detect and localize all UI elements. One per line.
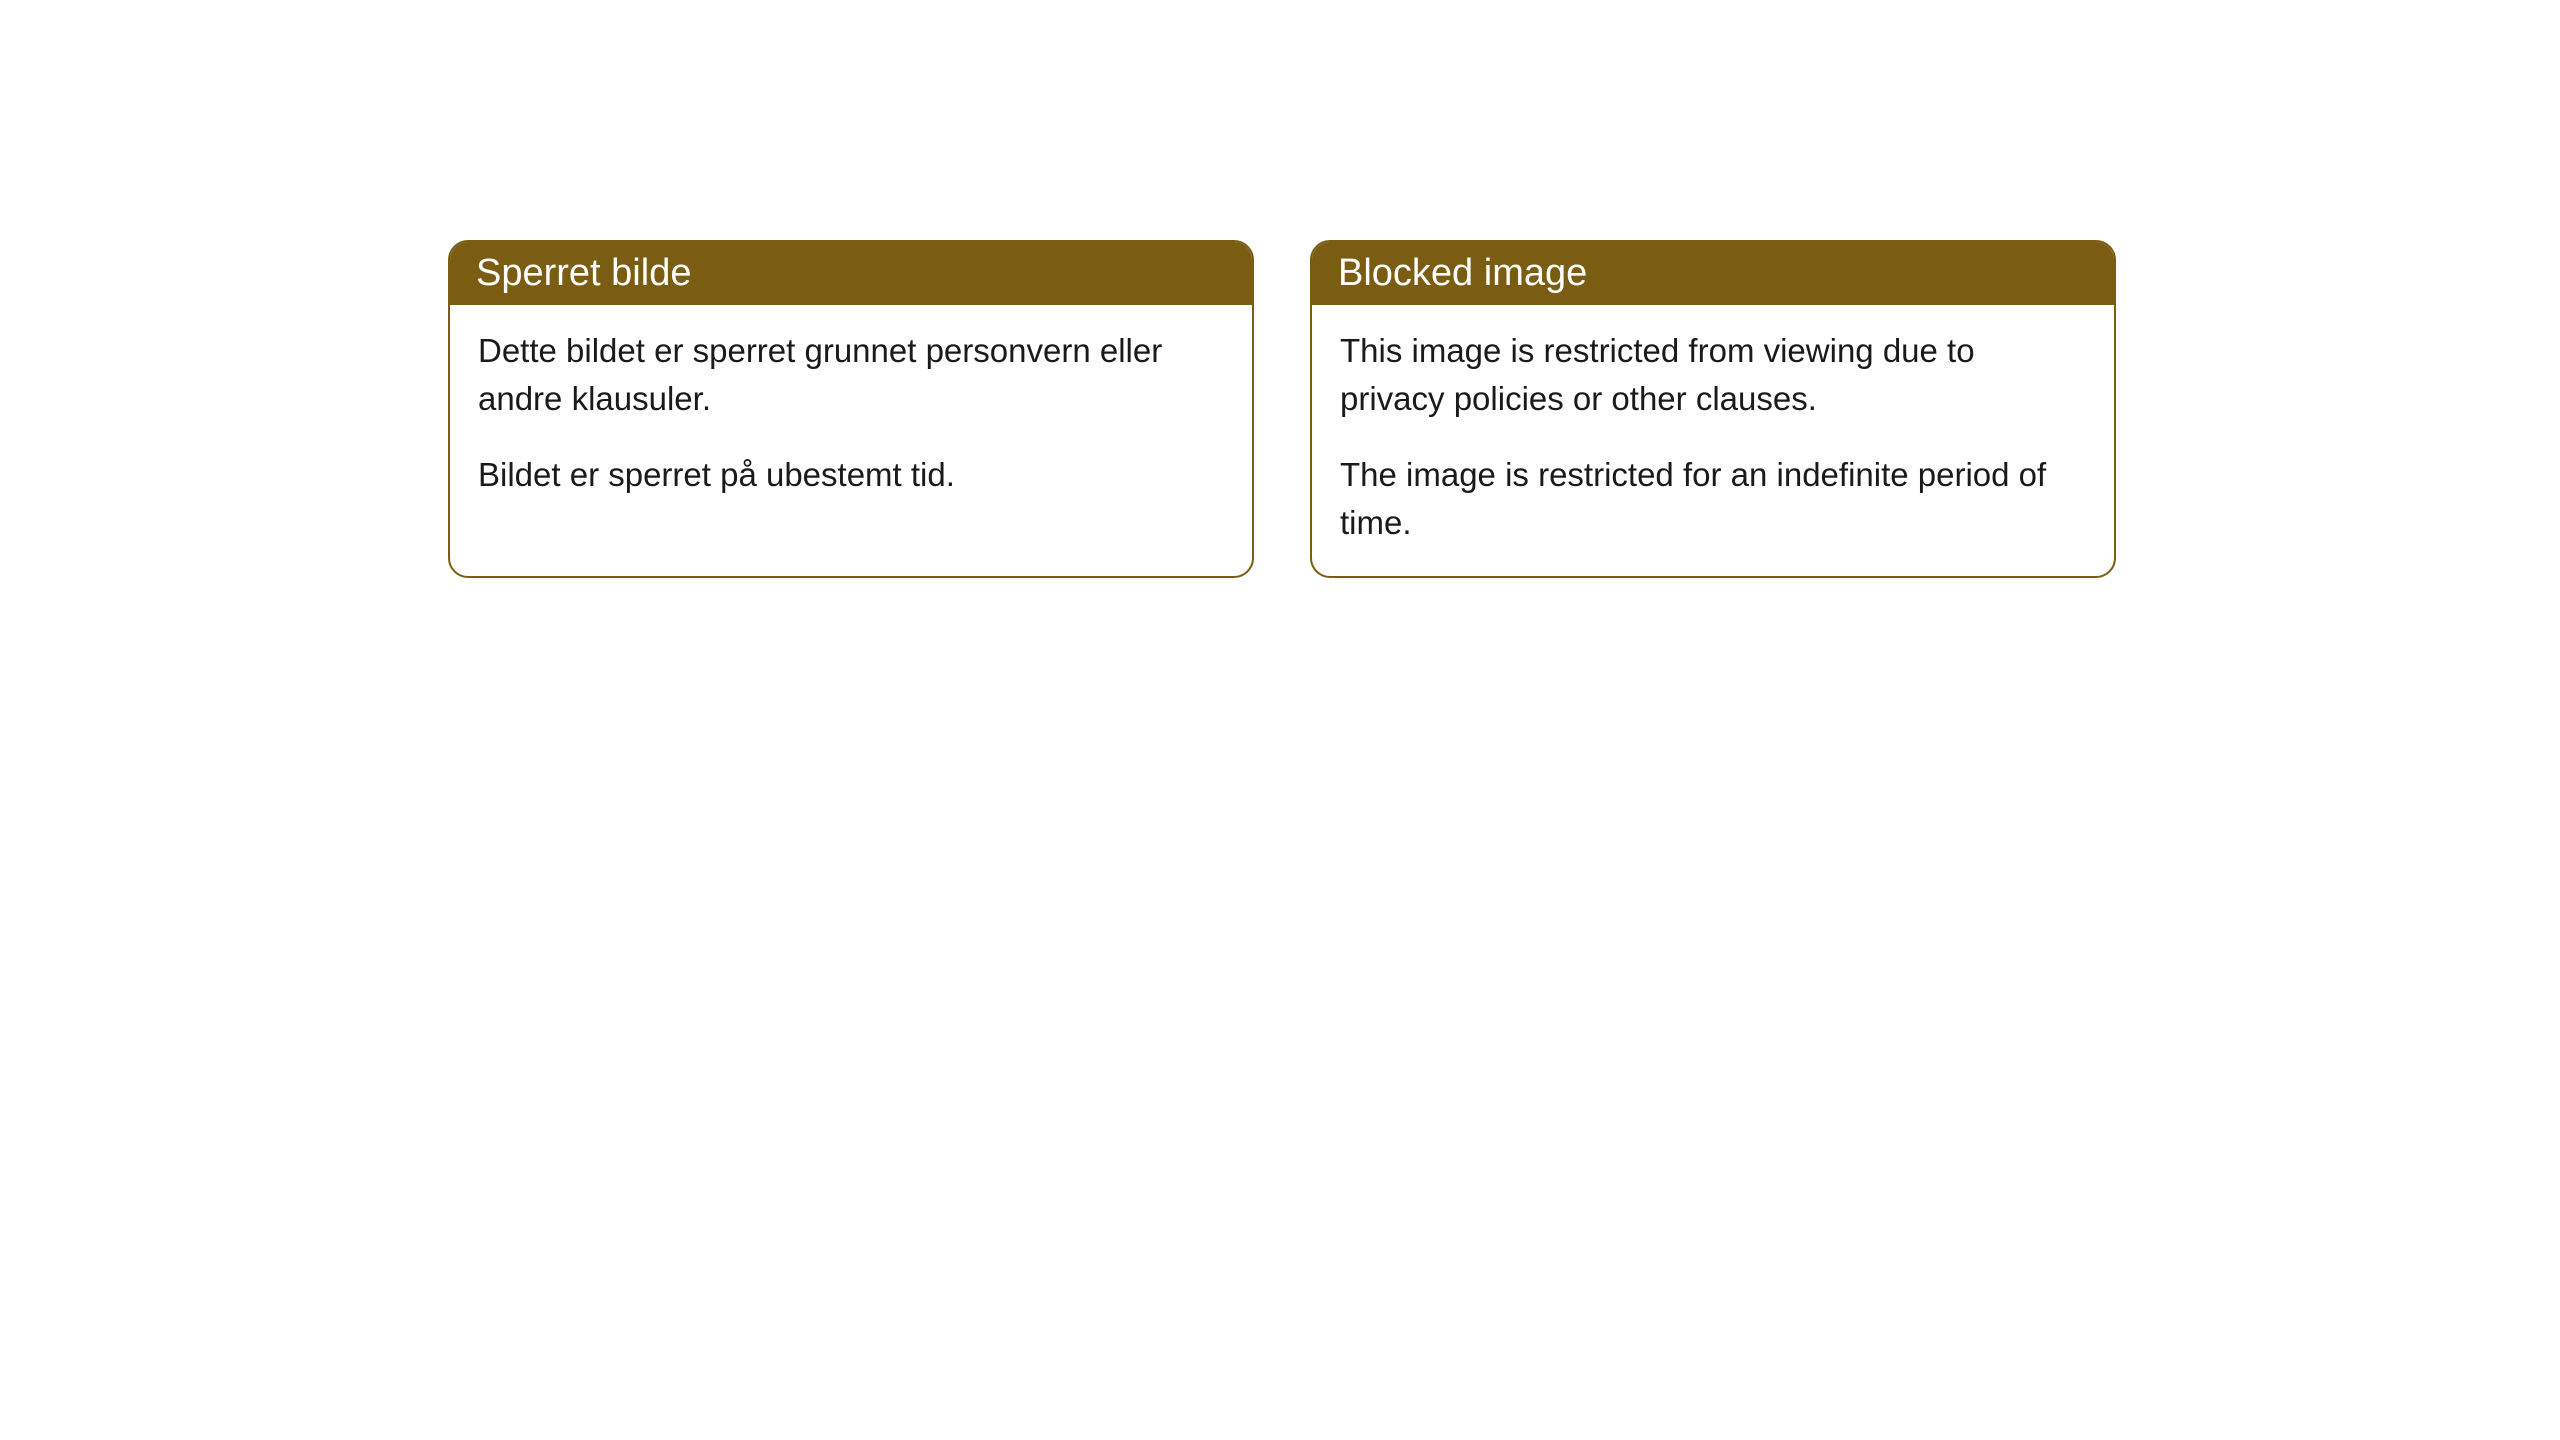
- blocked-image-notices: Sperret bilde Dette bildet er sperret gr…: [448, 240, 2116, 578]
- card-title: Sperret bilde: [476, 252, 691, 294]
- card-paragraph-1: This image is restricted from viewing du…: [1340, 327, 2086, 423]
- card-paragraph-2: The image is restricted for an indefinit…: [1340, 451, 2086, 547]
- card-norwegian: Sperret bilde Dette bildet er sperret gr…: [448, 240, 1254, 578]
- card-body-english: This image is restricted from viewing du…: [1312, 305, 2114, 576]
- card-body-norwegian: Dette bildet er sperret grunnet personve…: [450, 305, 1252, 529]
- card-paragraph-2: Bildet er sperret på ubestemt tid.: [478, 451, 1224, 499]
- card-english: Blocked image This image is restricted f…: [1310, 240, 2116, 578]
- card-paragraph-1: Dette bildet er sperret grunnet personve…: [478, 327, 1224, 423]
- card-header-norwegian: Sperret bilde: [450, 242, 1252, 305]
- card-title: Blocked image: [1338, 252, 1587, 294]
- card-header-english: Blocked image: [1312, 242, 2114, 305]
